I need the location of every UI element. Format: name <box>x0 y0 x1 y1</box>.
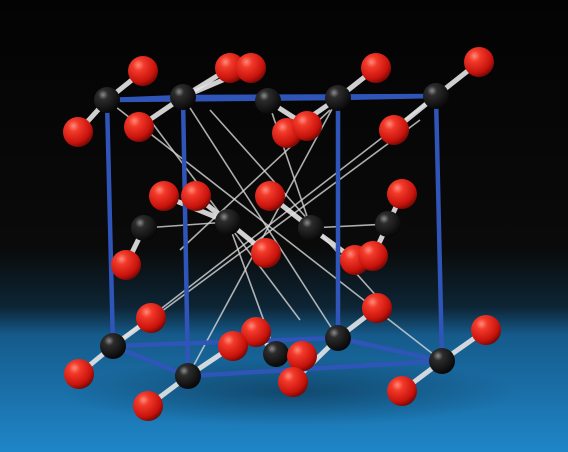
oxygen-atom <box>64 359 94 389</box>
oxygen-atom <box>379 115 409 145</box>
oxygen-atom <box>215 53 245 83</box>
oxygen-atom <box>255 181 285 211</box>
oxygen-atom <box>251 238 281 268</box>
atoms <box>63 47 501 421</box>
frame-rod <box>104 97 116 349</box>
frame-rod <box>335 93 439 101</box>
carbon-atom <box>170 84 196 110</box>
oxygen-atom <box>362 293 392 323</box>
oxygen-atom <box>149 181 179 211</box>
carbon-atom <box>215 209 241 235</box>
oxygen-atom <box>464 47 494 77</box>
oxygen-atom <box>236 53 266 83</box>
oxygen-atom <box>63 117 93 147</box>
oxygen-atom <box>387 179 417 209</box>
carbon-atom <box>255 88 281 114</box>
frame-rod <box>335 335 445 364</box>
oxygen-atom <box>387 376 417 406</box>
oxygen-atom <box>361 53 391 83</box>
oxygen-atom <box>287 341 317 371</box>
carbon-atom <box>263 341 289 367</box>
frame-rod <box>110 343 191 379</box>
carbon-atom <box>94 87 120 113</box>
oxygen-atom <box>124 112 154 142</box>
oxygen-atom <box>292 111 322 141</box>
carbon-atom <box>375 211 401 237</box>
carbon-atom <box>423 83 449 109</box>
oxygen-atom <box>136 303 166 333</box>
frame-rod <box>185 358 445 379</box>
bond-line <box>182 96 339 339</box>
carbon-atom <box>429 348 455 374</box>
oxygen-atom <box>358 241 388 271</box>
carbon-atom <box>131 215 157 241</box>
carbon-atom <box>175 363 201 389</box>
oxygen-atom <box>111 250 141 280</box>
oxygen-atom <box>471 315 501 345</box>
oxygen-atom <box>241 317 271 347</box>
oxygen-atom <box>181 181 211 211</box>
oxygen-atom <box>218 331 248 361</box>
oxygen-atom <box>128 56 158 86</box>
carbon-atom <box>298 215 324 241</box>
oxygen-atom <box>278 367 308 397</box>
oxygen-atom <box>133 391 163 421</box>
frame-rod <box>180 94 191 379</box>
carbon-atom <box>325 325 351 351</box>
carbon-atom <box>325 85 351 111</box>
carbon-atom <box>100 333 126 359</box>
frame-rod <box>433 93 445 364</box>
bond-line <box>149 119 421 321</box>
